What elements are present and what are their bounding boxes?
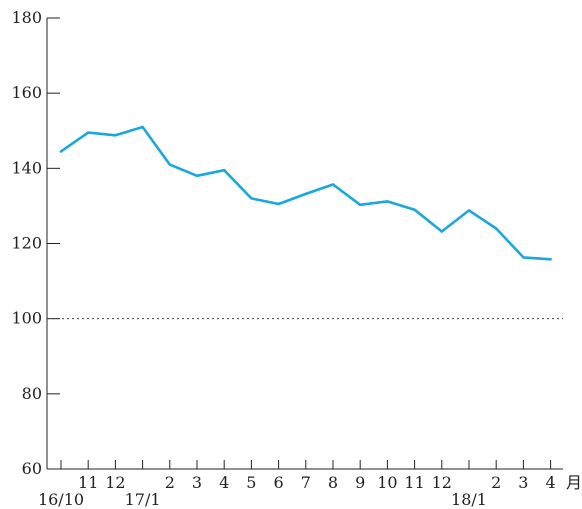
y-tick-label: 160 xyxy=(11,83,42,102)
x-month-label: 5 xyxy=(246,473,256,492)
data-point xyxy=(168,163,171,166)
data-point xyxy=(304,192,307,196)
y-axis: 60 80 100 120 140 160 180 xyxy=(11,8,60,478)
x-month-label: 7 xyxy=(301,473,311,492)
data-point xyxy=(331,183,335,186)
y-tick-label: 100 xyxy=(11,309,42,328)
data-point xyxy=(223,169,226,172)
x-year-label: 17/1 xyxy=(125,490,161,509)
x-month-label: 3 xyxy=(518,473,528,492)
x-month-label: 9 xyxy=(355,473,365,492)
y-tick-label: 120 xyxy=(11,234,42,253)
data-point xyxy=(277,202,280,206)
y-tick-label: 80 xyxy=(22,384,42,403)
x-month-label: 4 xyxy=(546,473,556,492)
data-point xyxy=(114,134,117,137)
x-unit-label: 月 xyxy=(566,473,582,492)
data-point xyxy=(440,230,443,233)
x-month-label: 2 xyxy=(165,473,175,492)
data-point xyxy=(522,256,525,259)
x-month-label: 3 xyxy=(192,473,202,492)
data-point xyxy=(549,258,552,261)
data-point xyxy=(386,200,389,203)
data-point xyxy=(495,227,498,230)
data-point xyxy=(250,197,253,200)
series-group xyxy=(59,125,552,261)
x-month-label: 11 xyxy=(404,473,424,492)
x-month-label: 12 xyxy=(432,473,452,492)
x-month-label: 11 xyxy=(78,473,98,492)
x-month-label: 12 xyxy=(105,473,125,492)
x-month-label: 10 xyxy=(377,473,397,492)
data-point xyxy=(87,131,90,134)
data-point xyxy=(359,203,362,206)
x-year-label: 18/1 xyxy=(451,490,487,509)
data-point xyxy=(141,125,144,129)
data-point xyxy=(413,208,416,211)
y-tick-label: 180 xyxy=(11,8,42,27)
x-month-label: 6 xyxy=(274,473,284,492)
x-month-label: 4 xyxy=(219,473,229,492)
y-tick-label: 140 xyxy=(11,158,42,177)
x-month-label: 2 xyxy=(491,473,501,492)
data-point xyxy=(59,150,63,153)
y-tick-label: 60 xyxy=(22,459,42,478)
x-year-label: 16/10 xyxy=(38,490,84,509)
x-month-label: 8 xyxy=(328,473,338,492)
data-point xyxy=(195,174,199,178)
data-point xyxy=(467,209,471,212)
